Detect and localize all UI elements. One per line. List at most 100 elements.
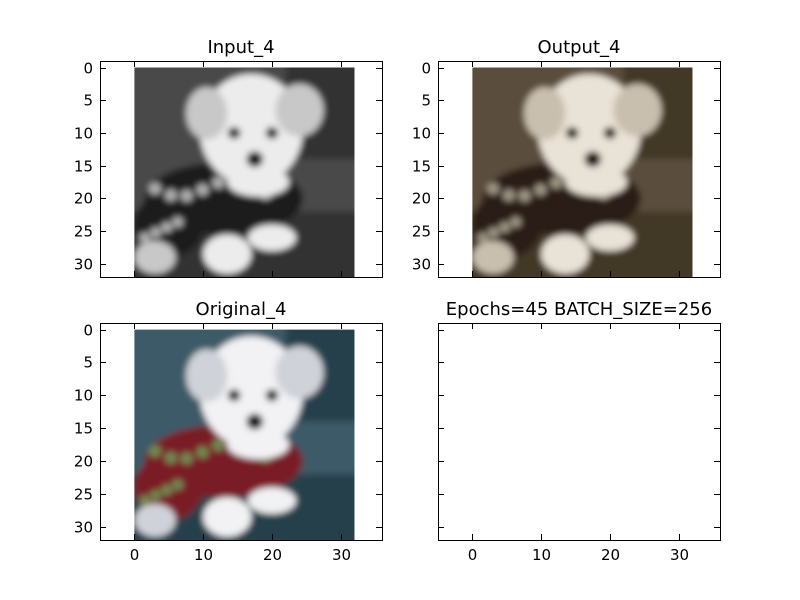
sweater-bead (212, 439, 225, 452)
puppy-eye (227, 127, 241, 139)
y-tick-label: 15 (74, 420, 93, 438)
axes-frame (438, 323, 721, 541)
y-tick-label: 0 (421, 60, 431, 78)
y-axis: 0 5 10 15 20 25 30 (74, 60, 382, 274)
x-axis (472, 61, 680, 277)
sweater-bead (502, 189, 516, 202)
puppy-nose (246, 413, 264, 430)
puppy-ear (523, 87, 566, 140)
image-input (134, 67, 355, 277)
puppy-chin (227, 430, 290, 460)
puppy-eye (227, 389, 241, 402)
y-axis: 0 5 10 15 20 25 30 (74, 322, 382, 537)
sweater-bead (196, 446, 209, 459)
x-tick-label: 10 (532, 546, 551, 564)
y-tick-label: 10 (74, 387, 93, 405)
puppy-ear (613, 83, 662, 137)
y-tick-label: 25 (74, 223, 93, 241)
puppy-nose (584, 151, 602, 168)
sweater-bead (172, 216, 184, 228)
sweater-bead (150, 227, 162, 238)
puppy-chin (565, 167, 628, 197)
y-tick-label: 25 (74, 486, 93, 504)
x-tick-label: 20 (263, 546, 282, 564)
y-tick-label: 5 (421, 92, 431, 110)
x-tick-label: 30 (332, 546, 351, 564)
image-output (472, 67, 693, 277)
y-tick-label: 5 (83, 92, 93, 110)
sweater-bead (486, 182, 500, 195)
y-tick-label: 20 (74, 453, 93, 471)
y-tick-label: 30 (412, 256, 431, 274)
sweater-bead (161, 484, 173, 496)
x-axis: 0 10 20 30 (130, 323, 351, 564)
puppy-ear (185, 87, 228, 140)
y-tick-label: 20 (74, 190, 93, 208)
sweater-bead (550, 176, 563, 189)
sweater-bead (477, 232, 489, 243)
y-tick-label: 10 (412, 125, 431, 143)
sweater-bead (534, 183, 547, 196)
sweater-bead (488, 227, 500, 238)
puppy-paw (247, 487, 297, 514)
sweater-bead (212, 176, 225, 189)
y-tick-label: 15 (74, 158, 93, 176)
puppy-eye (265, 127, 279, 139)
subplot-title: Output_4 (538, 37, 621, 58)
sweater-bead (180, 189, 193, 202)
puppy-chin (227, 167, 290, 197)
subplot-output: Output_4 0 5 10 15 20 25 30 (412, 37, 721, 278)
sweater-bead (139, 495, 151, 506)
sweater-bead (148, 182, 162, 195)
puppy-paw (585, 224, 635, 251)
puppy-eye (603, 127, 617, 139)
axes-frame (438, 61, 721, 278)
x-tick-label: 20 (601, 546, 620, 564)
puppy-paw (247, 224, 297, 251)
image-original (134, 329, 355, 540)
x-tick-label: 0 (130, 546, 140, 564)
sweater-bead (148, 445, 162, 458)
y-tick-label: 30 (74, 519, 93, 537)
y-tick-label: 5 (83, 354, 93, 372)
subplot-original: Original_4 0 10 20 30 0 5 10 15 20 25 30 (74, 299, 383, 564)
subplot-title: Input_4 (207, 37, 274, 58)
sweater-bead (161, 222, 173, 233)
y-tick-label: 15 (412, 158, 431, 176)
x-tick-label: 10 (194, 546, 213, 564)
x-tick-label: 30 (670, 546, 689, 564)
sweater-bead (499, 222, 511, 233)
sweater-bead (196, 183, 209, 196)
puppy-eye (265, 389, 279, 402)
puppy-ear (275, 346, 324, 399)
subplot-title: Epochs=45 BATCH_SIZE=256 (446, 299, 712, 320)
y-tick-label: 0 (83, 60, 93, 78)
axes-frame (100, 323, 383, 541)
sweater-bead (150, 490, 162, 501)
y-axis (438, 330, 720, 528)
y-axis: 0 5 10 15 20 25 30 (412, 60, 720, 274)
axes-frame (100, 61, 383, 278)
y-tick-label: 20 (412, 190, 431, 208)
subplot-title: Original_4 (196, 299, 287, 320)
sweater-bead (164, 451, 178, 464)
puppy-eye (565, 127, 579, 139)
sweater-bead (164, 189, 178, 202)
sweater-bead (172, 479, 184, 491)
y-tick-label: 30 (74, 256, 93, 274)
puppy-paw (203, 234, 252, 274)
y-tick-label: 10 (74, 125, 93, 143)
puppy-paw (134, 241, 176, 274)
x-axis (134, 61, 342, 277)
puppy-ear (275, 83, 324, 137)
sweater-bead (139, 232, 151, 243)
y-tick-label: 25 (412, 223, 431, 241)
x-tick-label: 0 (468, 546, 478, 564)
sweater-bead (510, 216, 522, 228)
puppy-paw (134, 503, 176, 537)
subplot-input: Input_4 0 5 10 15 20 25 30 (74, 37, 383, 278)
puppy-nose (246, 151, 264, 168)
puppy-ear (185, 349, 228, 402)
sweater-bead (180, 452, 193, 465)
